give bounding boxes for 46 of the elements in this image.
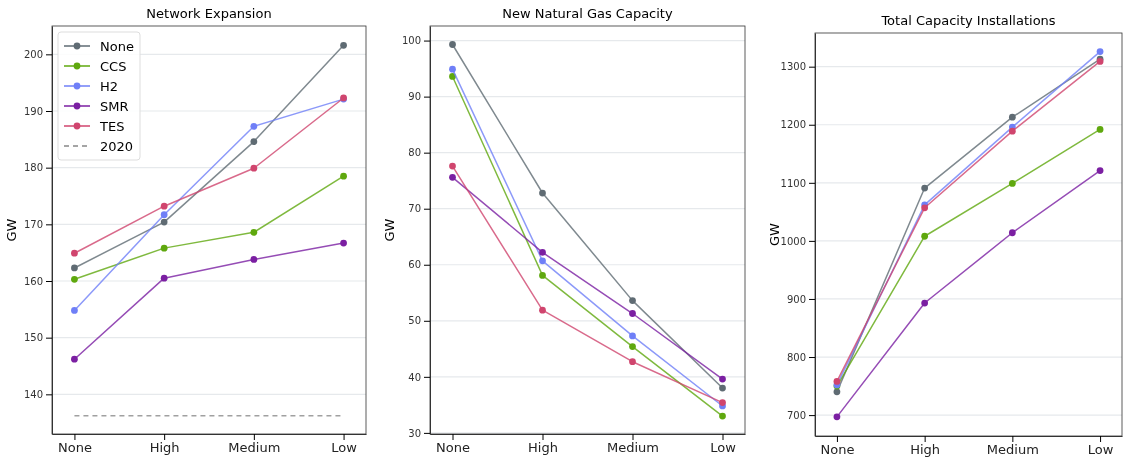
legend-label: SMR	[100, 99, 129, 114]
y-axis-title: GW	[4, 218, 19, 242]
y-axis-title: GW	[767, 222, 782, 246]
y-tick-label: 150	[23, 332, 43, 344]
x-tick-label: None	[820, 442, 855, 457]
x-tick-label: Medium	[986, 442, 1039, 457]
x-tick-label: High	[910, 442, 941, 457]
legend-label: None	[100, 39, 134, 54]
y-tick-label: 100	[401, 35, 421, 47]
legend-label: CCS	[100, 59, 127, 74]
x-tick-label: None	[436, 440, 470, 456]
y-tick-label: 1000	[780, 235, 806, 247]
x-tick-label: Medium	[607, 440, 659, 456]
chart-title: Network Expansion	[146, 6, 272, 21]
legend-label: 2020	[100, 139, 134, 154]
x-tick-label: Low	[331, 440, 358, 456]
y-axis-title: GW	[382, 218, 397, 242]
y-tick-label: 700	[786, 409, 806, 421]
legend-label: TES	[99, 119, 125, 134]
y-tick-label: 800	[786, 351, 806, 363]
y-tick-label: 30	[408, 427, 421, 439]
y-tick-label: 200	[23, 49, 43, 61]
y-tick-label: 160	[23, 275, 43, 287]
y-tick-label: 50	[408, 315, 421, 327]
x-tick-label: High	[149, 440, 180, 456]
y-tick-label: 1200	[780, 119, 806, 131]
y-tick-label: 60	[408, 259, 421, 271]
y-tick-label: 180	[23, 162, 43, 174]
y-tick-label: 190	[23, 105, 43, 117]
y-tick-label: 40	[408, 371, 421, 383]
y-tick-label: 90	[408, 91, 421, 103]
y-tick-label: 1300	[780, 61, 806, 73]
y-tick-label: 80	[408, 147, 421, 159]
y-tick-label: 1100	[780, 177, 806, 189]
x-tick-label: Medium	[228, 440, 281, 456]
y-tick-label: 140	[23, 389, 43, 401]
y-tick-label: 900	[786, 293, 806, 305]
x-tick-label: None	[57, 440, 92, 456]
x-tick-label: High	[528, 440, 558, 456]
legend-label: H2	[100, 79, 119, 94]
x-tick-label: Low	[710, 440, 737, 456]
y-tick-label: 70	[408, 203, 421, 215]
y-tick-label: 170	[23, 219, 43, 231]
x-tick-label: Low	[1087, 442, 1114, 457]
chart-title: Total Capacity Installations	[880, 13, 1056, 28]
chart-title: New Natural Gas Capacity	[502, 6, 673, 21]
